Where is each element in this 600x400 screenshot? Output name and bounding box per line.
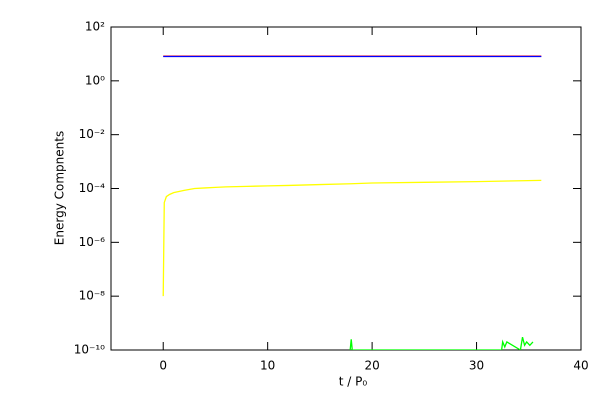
y-axis-label: Energy Compnents [53,131,67,245]
y-tick-label: 10⁰ [85,73,105,87]
y-tick-label: 10⁻² [79,127,106,141]
y-tick-label: 10⁻⁸ [79,289,106,303]
plot-frame [110,26,582,351]
y-tick-label: 10⁻⁴ [79,181,106,195]
x-tick-label: 40 [573,359,588,373]
y-tick-label: 10² [85,20,105,34]
x-tick-label: 0 [159,359,167,373]
x-axis-label: t / P₀ [339,375,368,389]
y-tick-label: 10⁻¹⁰ [74,343,105,357]
x-tick-label: 10 [260,359,275,373]
x-tick-label: 20 [364,359,379,373]
x-tick-label: 30 [469,359,484,373]
series-line [349,336,534,350]
y-tick-label: 10⁻⁶ [79,235,106,249]
series-line [162,179,542,297]
